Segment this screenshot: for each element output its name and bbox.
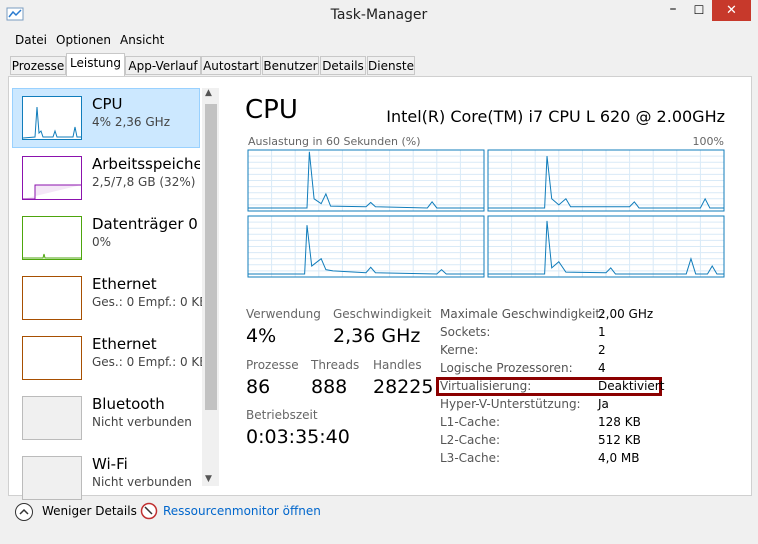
stat-value: 2,36 GHz [333,325,421,347]
stat-label: Geschwindigkeit [333,307,432,321]
title-bar [0,0,758,30]
detail-label: L3-Cache: [440,451,501,465]
tab[interactable]: Details [320,56,366,75]
tab[interactable]: App-Verlauf [125,56,201,75]
resource-monitor-link[interactable]: Ressourcenmonitor öffnen [163,504,321,518]
thumbnail [22,216,82,260]
thumbnail [22,96,82,140]
detail-value: Ja [598,397,609,411]
graph-label: Auslastung in 60 Sekunden (%) [248,135,421,148]
stat-label: Prozesse [246,358,299,372]
detail-value: 2 [598,343,606,357]
app-icon [6,7,24,21]
tab[interactable]: Prozesse [10,56,66,75]
scroll-down[interactable]: ▼ [205,474,212,484]
stat-value: 0:03:35:40 [246,426,350,448]
menu-item[interactable]: Ansicht [120,33,165,47]
graph-line [488,220,724,275]
graph-line [248,225,484,275]
tab[interactable]: Autostart [201,56,261,75]
thumbnail [22,156,82,200]
stat-label: Verwendung [246,307,321,321]
sidebar-detail[interactable]: Ges.: 0 Empf.: 0 KBit/ [92,355,202,369]
stat-value: 888 [311,376,348,398]
tab[interactable]: Benutzer [262,56,319,75]
stat-label: Threads [311,358,360,372]
detail-label: Sockets: [440,325,491,339]
thumbnail-graph [22,106,81,139]
sidebar-detail[interactable]: 0% [92,235,112,249]
resource-monitor-icon[interactable] [140,502,158,520]
sidebar-name[interactable]: CPU [92,95,123,113]
detail-label: Virtualisierung: [440,379,532,393]
sidebar-name[interactable]: Arbeitsspeicher [92,155,200,173]
sidebar-name[interactable]: Datenträger 0 (C [92,215,200,233]
detail-label: Hyper-V-Unterstützung: [440,397,581,411]
sidebar-detail[interactable]: Nicht verbunden [92,415,192,429]
sidebar-name[interactable]: Ethernet [92,335,157,353]
scroll-up[interactable]: ▲ [205,88,212,98]
thumbnail [22,456,82,500]
menu-item[interactable]: Datei [15,33,48,47]
graph-frame [487,215,725,278]
graph-frame [487,149,725,212]
stat-value: 28225 [373,376,434,398]
detail-label: Logische Prozessoren: [440,361,573,375]
thumbnail-graph [23,253,81,259]
graph-frame [247,149,485,212]
thumbnail [22,396,82,440]
tab[interactable]: Dienste [367,56,415,75]
detail-value: 1 [598,325,606,339]
detail-value: 128 KB [598,415,641,429]
tab[interactable]: Leistung [66,53,125,76]
minimize-button[interactable]: – [669,1,677,17]
close-button[interactable]: ✕ [712,0,751,21]
sidebar-detail[interactable]: 2,5/7,8 GB (32%) [92,175,196,189]
maximize-button[interactable]: ☐ [693,3,705,17]
thumbnail-line [22,106,81,139]
sidebar-name[interactable]: Bluetooth [92,395,165,413]
detail-label: Kerne: [440,343,479,357]
collapse-icon[interactable] [14,502,34,522]
sidebar-detail[interactable]: 4% 2,36 GHz [92,115,171,129]
detail-value: 2,00 GHz [598,307,654,321]
detail-value: 4,0 MB [598,451,640,465]
stat-label: Handles [373,358,422,372]
sidebar-name[interactable]: Ethernet [92,275,157,293]
window-title: Task-Manager [330,7,428,23]
fewer-details-link[interactable]: Weniger Details [42,504,137,518]
cpu-graphs [247,149,725,278]
sidebar-detail[interactable]: Ges.: 0 Empf.: 0 KBit/ [92,295,202,309]
thumbnail-graph [23,184,81,200]
stat-label: Betriebszeit [246,408,318,422]
detail-value: 4 [598,361,606,375]
sidebar-detail[interactable]: Nicht verbunden [92,475,192,489]
thumbnail [22,336,82,380]
highlight-box [436,377,662,396]
menu-item[interactable]: Optionen [56,33,112,47]
processor-name: Intel(R) Core(TM) i7 CPU L 620 @ 2.00GHz [386,107,725,126]
detail-value: 512 KB [598,433,641,447]
detail-value: Deaktiviert [598,379,665,393]
main-title: CPU [245,95,298,125]
scrollbar-thumb[interactable] [205,104,217,410]
graph-line [248,151,484,209]
graph-max: 100% [692,135,724,148]
sidebar-name[interactable]: Wi-Fi [92,455,128,473]
detail-label: L1-Cache: [440,415,501,429]
detail-label: Maximale Geschwindigkeit: [440,307,605,321]
stat-value: 4% [246,325,277,347]
graph-line [488,156,724,209]
graph-frame [247,215,485,278]
thumbnail-line [23,184,81,200]
thumbnail-line [23,253,81,259]
detail-label: L2-Cache: [440,433,501,447]
stat-value: 86 [246,376,271,398]
thumbnail [22,276,82,320]
